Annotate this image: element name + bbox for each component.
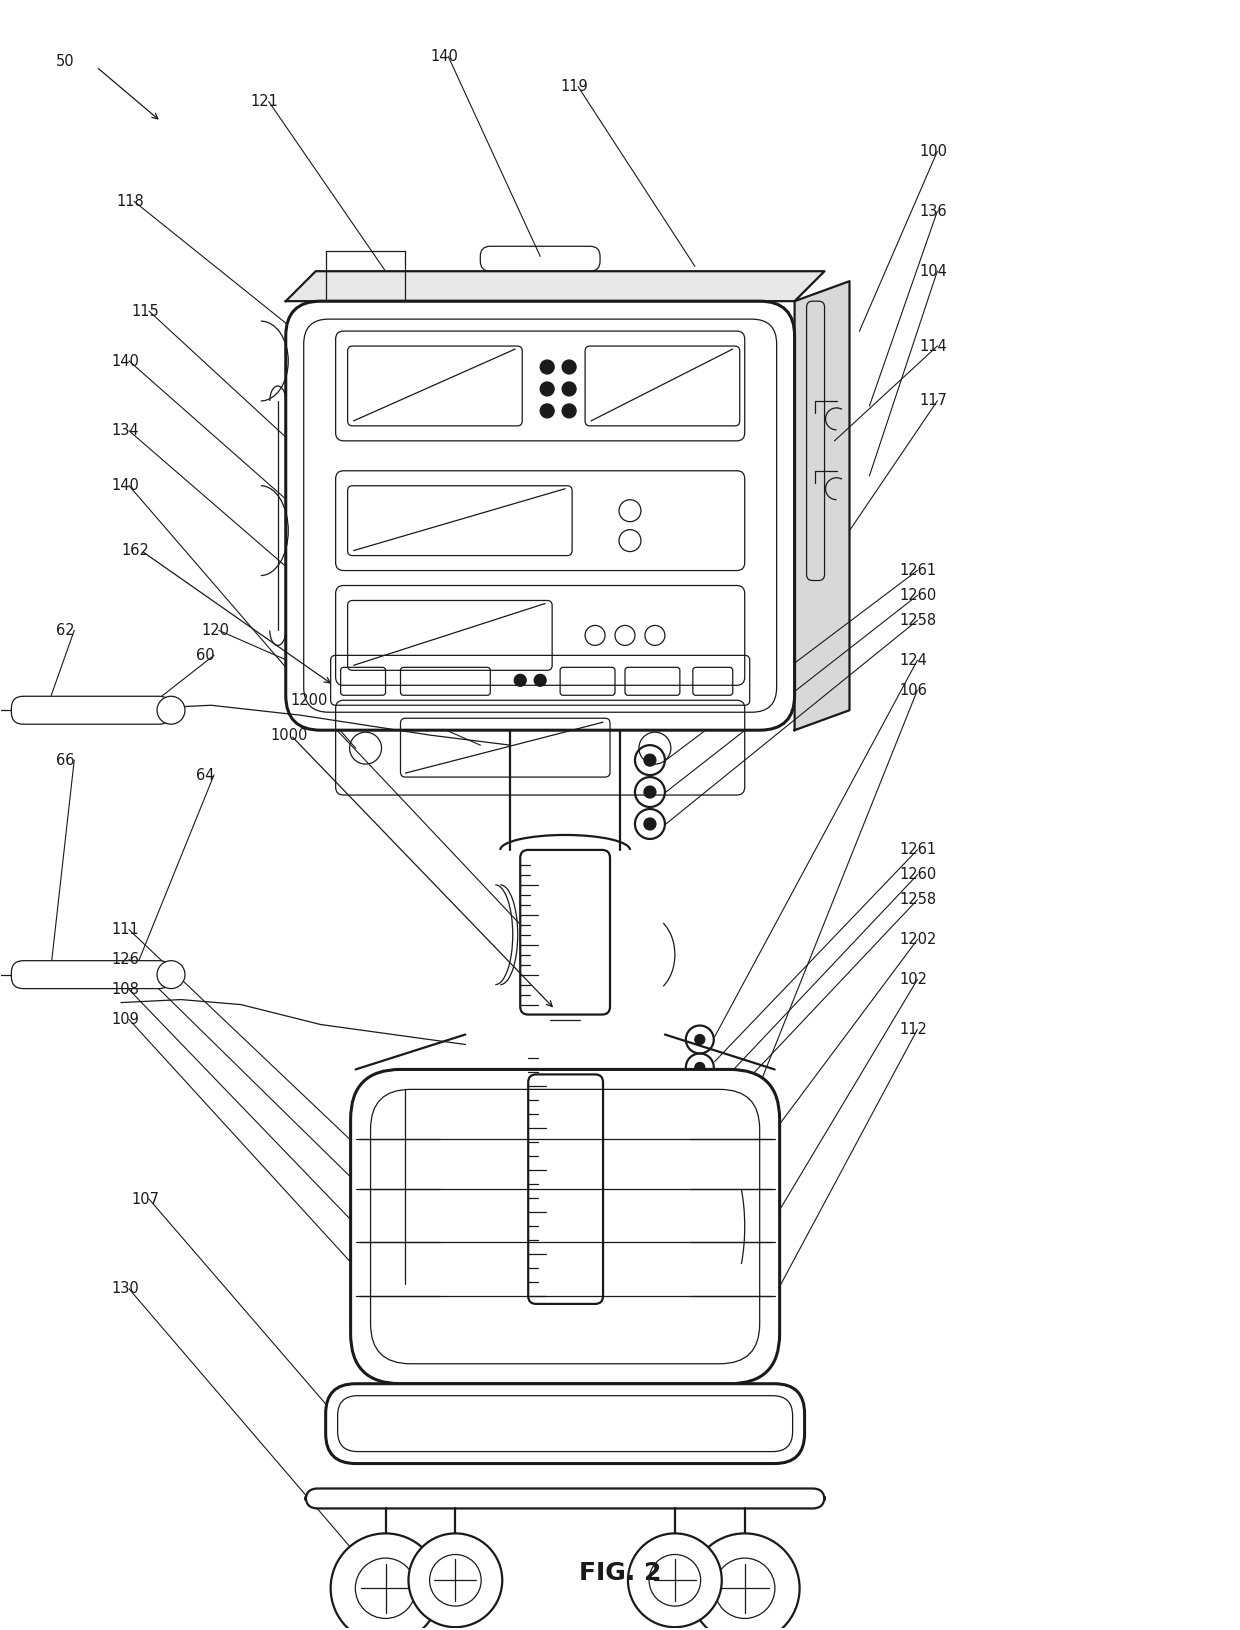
Text: 1202: 1202 [899,932,936,947]
Text: 121: 121 [250,95,279,109]
Circle shape [694,1063,704,1073]
Circle shape [689,1534,800,1630]
Text: 1260: 1260 [899,867,936,882]
FancyBboxPatch shape [351,1069,780,1384]
Circle shape [627,1534,722,1627]
Text: 114: 114 [919,339,947,354]
Text: 140: 140 [112,478,139,494]
Circle shape [157,960,185,989]
Text: 1261: 1261 [899,843,936,857]
Circle shape [515,675,526,686]
Text: 140: 140 [112,354,139,368]
Text: 126: 126 [112,952,139,967]
Text: 115: 115 [131,303,159,318]
Circle shape [562,381,577,396]
Text: 50: 50 [56,54,74,68]
Text: 106: 106 [899,683,928,698]
Text: FIG. 2: FIG. 2 [579,1562,661,1586]
Text: 108: 108 [112,983,139,998]
Text: 102: 102 [899,971,928,988]
FancyBboxPatch shape [285,302,795,730]
FancyBboxPatch shape [306,1488,825,1508]
Text: 1000: 1000 [270,727,309,743]
Circle shape [541,404,554,417]
Text: 109: 109 [112,1012,139,1027]
Circle shape [541,360,554,373]
Text: 112: 112 [899,1022,928,1037]
Text: 130: 130 [112,1281,139,1296]
Text: 120: 120 [201,623,229,637]
Text: 1258: 1258 [899,613,936,628]
Circle shape [694,1090,704,1100]
FancyBboxPatch shape [521,849,610,1014]
FancyBboxPatch shape [11,696,171,724]
Text: 1258: 1258 [899,892,936,908]
Circle shape [534,675,546,686]
FancyBboxPatch shape [11,960,171,989]
Text: 124: 124 [899,654,928,668]
Circle shape [562,360,577,373]
Circle shape [644,818,656,830]
Text: 134: 134 [112,424,139,438]
Text: 111: 111 [112,923,139,937]
Text: 1261: 1261 [899,562,936,579]
Circle shape [157,696,185,724]
Circle shape [644,786,656,799]
Circle shape [562,404,577,417]
Text: 60: 60 [196,647,215,663]
Text: 62: 62 [56,623,74,637]
Text: 104: 104 [919,264,947,279]
FancyBboxPatch shape [326,1384,805,1464]
Text: 162: 162 [122,543,149,557]
Text: 107: 107 [131,1192,159,1206]
Circle shape [408,1534,502,1627]
Text: 66: 66 [56,753,74,768]
Text: 1200: 1200 [290,693,329,707]
Polygon shape [795,282,849,730]
Text: 119: 119 [560,80,588,95]
Polygon shape [285,271,825,302]
Circle shape [644,755,656,766]
Circle shape [694,1035,704,1045]
Text: 1260: 1260 [899,588,936,603]
Circle shape [541,381,554,396]
Circle shape [331,1534,440,1630]
Text: 64: 64 [196,768,215,782]
Text: 117: 117 [919,393,947,409]
Text: 118: 118 [117,194,144,209]
Text: 140: 140 [430,49,459,64]
Text: 136: 136 [919,204,947,218]
Text: 100: 100 [919,143,947,160]
